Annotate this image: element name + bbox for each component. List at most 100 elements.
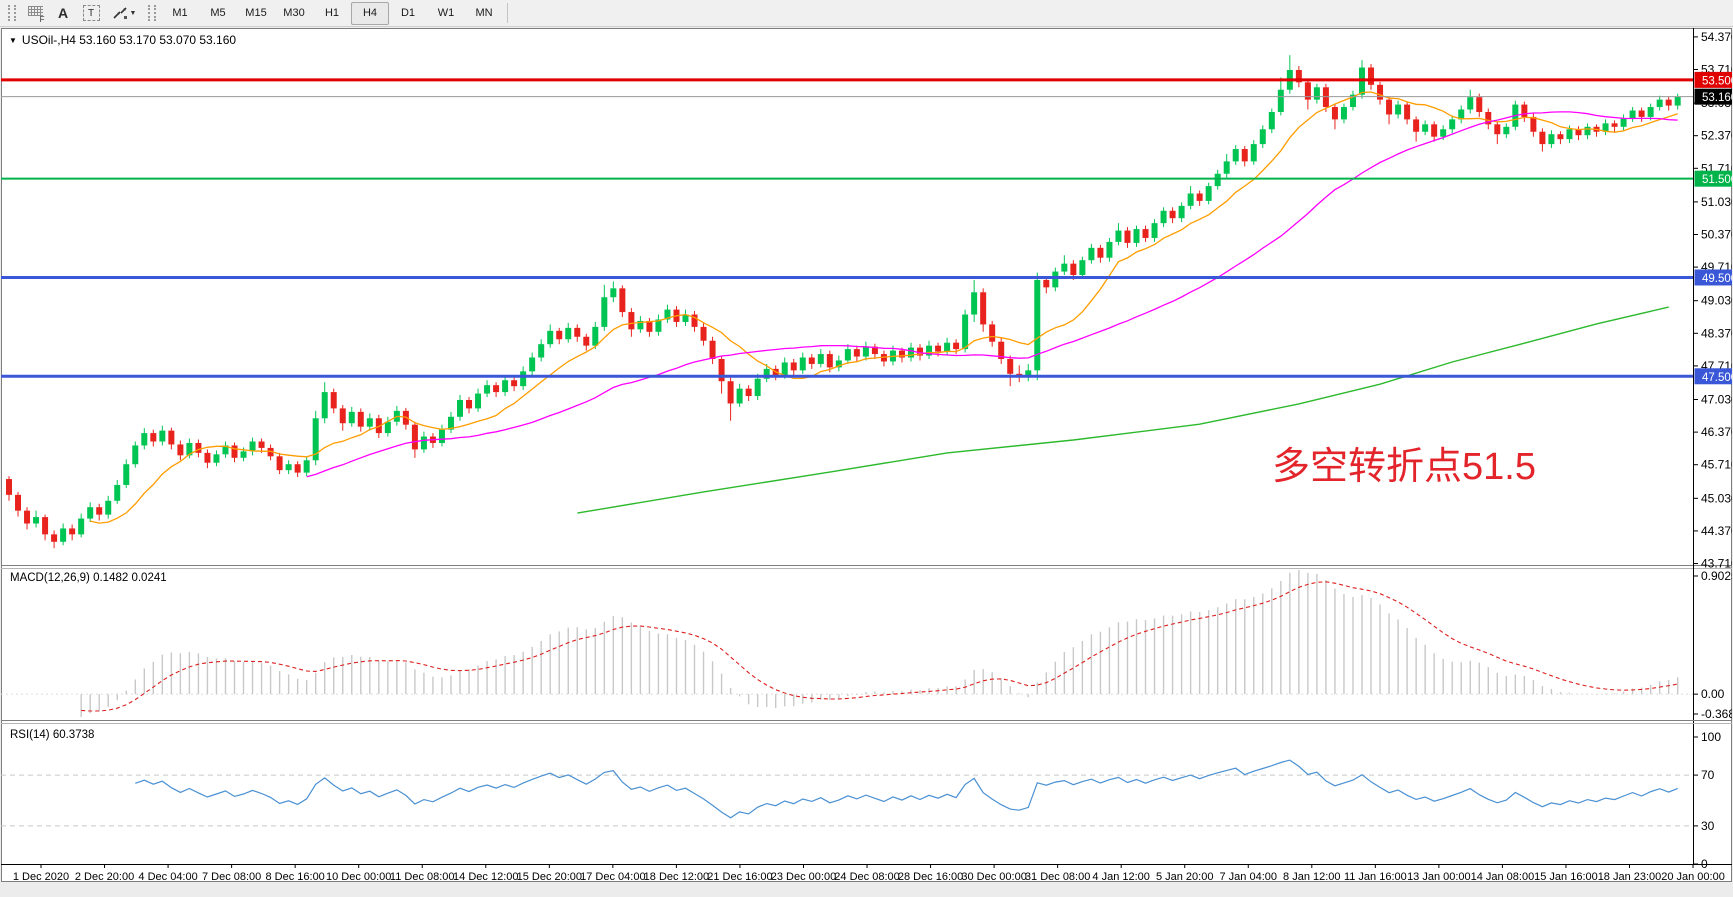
time-axis-label: 4 Dec 04:00 xyxy=(138,871,197,882)
candle-body xyxy=(898,350,905,358)
candle-body xyxy=(78,518,85,535)
candle-body xyxy=(1340,107,1347,120)
price-badge xyxy=(1694,170,1732,187)
price-tick-label: 54.370 xyxy=(1701,30,1732,44)
candle-body xyxy=(835,360,842,368)
candle-body xyxy=(799,357,806,371)
candle-body xyxy=(87,507,94,519)
time-axis-label: 2 Dec 20:00 xyxy=(75,871,134,882)
candle-body xyxy=(844,349,851,361)
candle-body xyxy=(33,517,40,524)
candle-body xyxy=(1476,97,1483,112)
time-axis-label: 23 Dec 00:00 xyxy=(771,871,836,882)
candle-body xyxy=(1205,186,1212,201)
time-axis-label: 1 Dec 2020 xyxy=(13,871,69,882)
candle-body xyxy=(1530,116,1537,132)
candle-body xyxy=(1160,210,1167,224)
price-tick-label: 45.030 xyxy=(1701,491,1732,505)
candlestick-chart[interactable]: 54.37053.71053.03052.37051.71051.03050.3… xyxy=(1,28,1732,882)
chart-title-bar[interactable]: ▼ USOil-,H4 53.160 53.170 53.070 53.160 xyxy=(9,33,236,47)
candle-body xyxy=(51,534,58,542)
candle-body xyxy=(556,330,563,340)
tf-button-D1[interactable]: D1 xyxy=(400,7,416,19)
time-axis-label: 7 Jan 04:00 xyxy=(1220,871,1278,882)
tf-button-W1[interactable]: W1 xyxy=(437,7,455,19)
time-axis-label: 7 Dec 08:00 xyxy=(202,871,261,882)
candle-body xyxy=(1485,111,1492,125)
rsi-axis-label: 30 xyxy=(1701,819,1715,833)
candle-body xyxy=(222,445,229,455)
candle-body xyxy=(132,445,139,465)
candle-body xyxy=(1629,110,1636,119)
candle-body xyxy=(1214,173,1221,187)
candle-body xyxy=(691,314,698,327)
candle-body xyxy=(276,456,283,471)
candle-body xyxy=(664,309,671,320)
candle-body xyxy=(1142,229,1149,238)
candle-body xyxy=(1575,129,1582,136)
annotation-text[interactable]: 多空转折点51.5 xyxy=(1272,446,1536,488)
price-tick-label: 47.030 xyxy=(1701,393,1732,407)
candle-body xyxy=(1061,263,1068,272)
tf-button-H1[interactable]: H1 xyxy=(324,7,340,19)
tf-button-M1[interactable]: M1 xyxy=(172,7,188,19)
toolbar-drag-handle[interactable] xyxy=(148,5,156,21)
candle-body xyxy=(1602,123,1609,132)
candle-body xyxy=(1097,247,1104,258)
tf-button-M30[interactable]: M30 xyxy=(283,7,305,19)
candle-body xyxy=(321,392,328,419)
price-badge xyxy=(1694,368,1732,385)
candle-body xyxy=(159,430,166,442)
timeframe-button-group: M1 M5 M15 M30 H1 H4 D1 W1 MN xyxy=(161,1,503,25)
candle-body xyxy=(592,326,599,346)
grid-f-icon: F xyxy=(27,6,45,24)
candle-body xyxy=(1115,230,1122,242)
time-axis-label: 17 Dec 04:00 xyxy=(580,871,645,882)
candle-body xyxy=(1386,99,1393,115)
candle-body xyxy=(1313,87,1320,100)
candle-body xyxy=(294,464,301,473)
candle-body xyxy=(484,385,491,394)
candle-body xyxy=(583,336,590,346)
ma-slow-line xyxy=(577,306,1669,514)
arrow-objects-button[interactable]: ▼ xyxy=(105,2,143,25)
tf-button-M5[interactable]: M5 xyxy=(210,7,226,19)
candle-body xyxy=(15,494,22,511)
candle-body xyxy=(628,312,635,330)
toolbar-drag-handle[interactable] xyxy=(8,5,16,21)
time-axis-label: 24 Dec 08:00 xyxy=(834,871,899,882)
rsi-axis-label: 70 xyxy=(1701,768,1715,782)
tf-button-MN[interactable]: MN xyxy=(475,7,493,19)
candle-body xyxy=(1025,370,1032,378)
candle-body xyxy=(96,507,103,515)
tf-button-H4[interactable]: H4 xyxy=(351,1,389,25)
candle-body xyxy=(105,500,112,515)
candle-body xyxy=(754,378,761,397)
indicator-grid-button[interactable]: F xyxy=(21,2,49,25)
candle-body xyxy=(574,327,581,337)
text-box-tool-button[interactable]: T xyxy=(77,2,105,25)
candle-body xyxy=(493,385,500,393)
candle-body xyxy=(926,345,933,356)
rsi-axis-label: 100 xyxy=(1701,730,1721,744)
candle-body xyxy=(908,347,914,358)
candle-body xyxy=(1440,129,1447,137)
candle-body xyxy=(637,320,644,330)
text-box-icon: T xyxy=(82,5,100,21)
tf-button-M15[interactable]: M15 xyxy=(245,7,267,19)
candle-body xyxy=(231,445,238,458)
letter-a-icon: A xyxy=(57,5,69,21)
candle-body xyxy=(1404,104,1411,120)
text-label-tool-button[interactable]: A xyxy=(49,2,77,25)
candle-body xyxy=(944,342,951,352)
candle-body xyxy=(1088,247,1095,261)
candle-body xyxy=(1521,104,1528,117)
candle-body xyxy=(330,392,337,409)
candle-body xyxy=(1007,358,1014,374)
time-axis-label: 10 Dec 00:00 xyxy=(326,871,391,882)
price-badge xyxy=(1694,88,1732,105)
candle-body xyxy=(339,408,346,424)
symbol-dropdown-icon[interactable]: ▼ xyxy=(9,35,17,45)
time-axis-label: 11 Dec 08:00 xyxy=(390,871,455,882)
candle-body xyxy=(917,347,924,356)
